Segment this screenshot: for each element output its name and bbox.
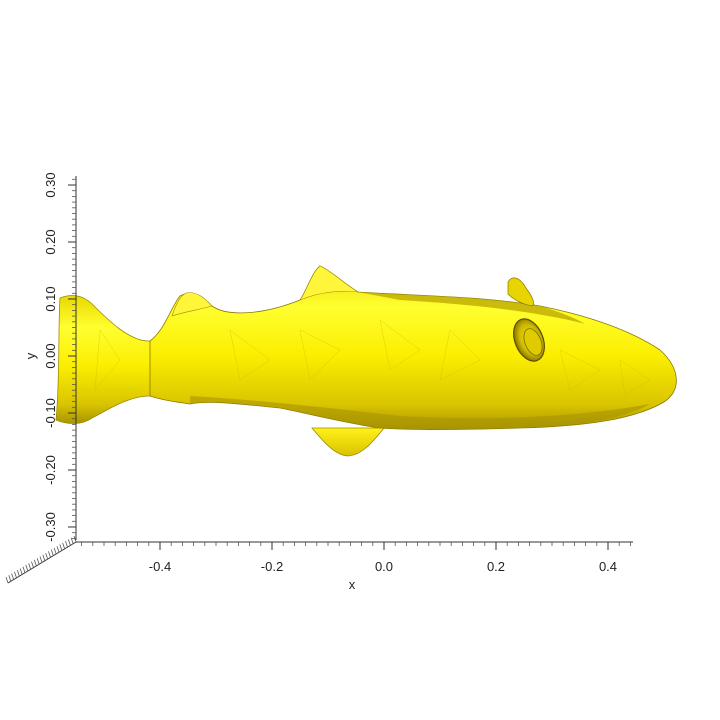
z-axis-ticks: [5, 535, 77, 584]
x-tick-label: -0.2: [261, 559, 283, 574]
x-tick-label: 0.2: [487, 559, 505, 574]
z-minor-tick: [65, 540, 68, 548]
z-minor-tick: [73, 535, 77, 543]
fish-body: [149, 265, 677, 430]
z-minor-tick: [33, 559, 37, 567]
dorsal-fin-rear: [299, 265, 359, 301]
y-tick-label: 0.30: [43, 172, 58, 197]
z-minor-tick: [70, 537, 74, 544]
z-minor-tick: [5, 576, 9, 584]
head-fin: [507, 277, 534, 307]
y-tick-label: -0.30: [43, 512, 58, 542]
z-minor-tick: [19, 568, 23, 575]
z-minor-tick: [28, 563, 32, 570]
fish-mesh: [55, 265, 677, 457]
z-minor-tick: [50, 549, 54, 556]
y-tick-label: 0.20: [43, 229, 58, 254]
x-tick-label: 0.0: [375, 559, 393, 574]
y-axis-ticks: [68, 178, 76, 539]
x-tick-label: 0.4: [599, 559, 617, 574]
y-axis-title: y: [23, 352, 38, 359]
mesh-facets: [94, 319, 651, 396]
z-minor-tick: [11, 573, 15, 580]
z-minor-tick: [31, 561, 34, 568]
y-tick-label: 0.00: [43, 343, 58, 368]
z-minor-tick: [62, 542, 66, 549]
z-minor-tick: [59, 544, 63, 551]
z-minor-tick: [45, 552, 49, 560]
x-axis-title: x: [349, 577, 356, 592]
z-minor-tick: [56, 546, 60, 553]
y-tick-label: -0.10: [43, 398, 58, 428]
z-minor-tick: [36, 558, 40, 565]
z-minor-tick: [53, 547, 57, 555]
z-minor-tick: [48, 551, 51, 558]
y-axis-tick-labels: -0.30 -0.20 -0.10 0.00 0.10 0.20 0.30: [43, 172, 58, 541]
axes: -0.30-0.20-0.100.000.100.200.30 y -0.4 -0…: [5, 172, 633, 592]
tail-fin: [55, 295, 154, 424]
ventral-fin: [311, 427, 385, 457]
z-minor-tick: [67, 539, 71, 546]
fish-eye: [513, 318, 545, 362]
y-tick-label: -0.20: [43, 455, 58, 485]
belly-shadow: [190, 396, 650, 430]
z-minor-tick: [25, 564, 29, 572]
x-tick-label: -0.4: [149, 559, 171, 574]
z-minor-tick: [42, 554, 46, 561]
x-axis-tick-labels: -0.4 -0.2 0.0 0.2 0.4: [149, 559, 617, 574]
y-tick-label: 0.10: [43, 286, 58, 311]
z-minor-tick: [8, 575, 12, 582]
x-axis-ticks: [81, 542, 631, 550]
z-minor-tick: [39, 556, 43, 563]
z-minor-tick: [16, 570, 20, 577]
dorsal-fin-front: [171, 292, 213, 317]
back-shadow: [358, 292, 585, 324]
z-minor-tick: [22, 566, 26, 573]
z-minor-tick: [14, 571, 17, 579]
